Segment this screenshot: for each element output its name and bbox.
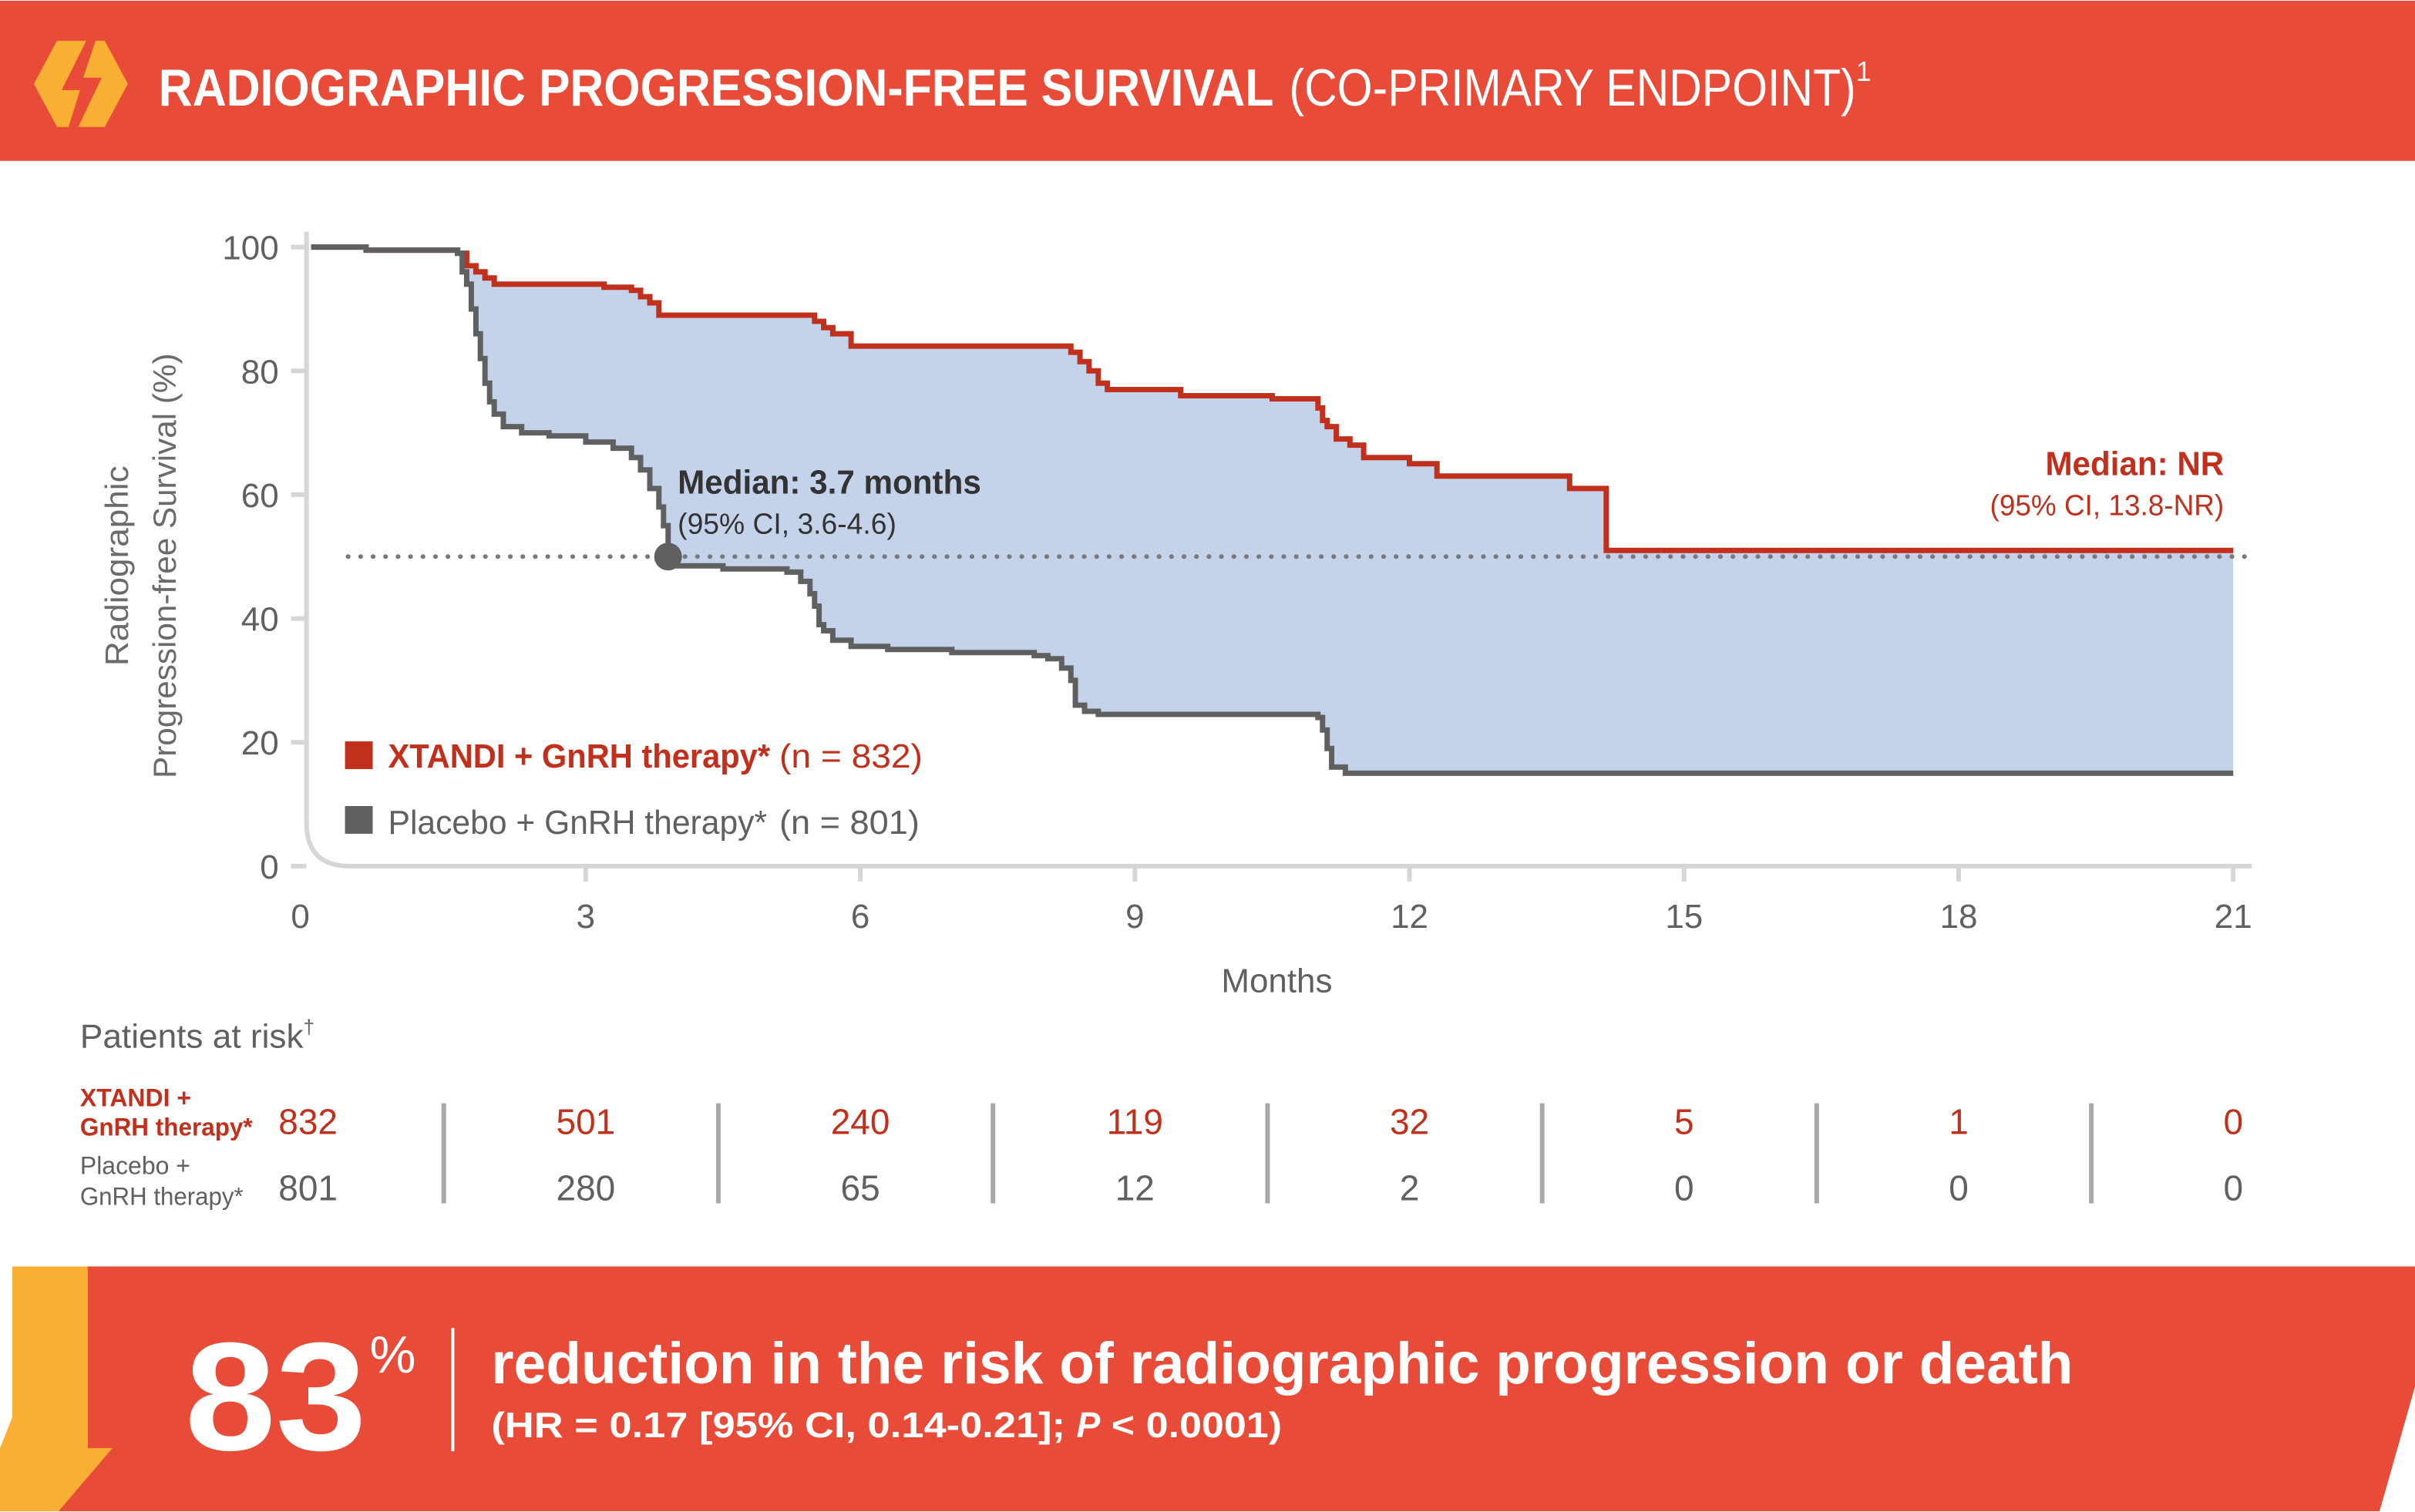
svg-text:Patients at risk†: Patients at risk† xyxy=(80,1016,314,1056)
y-tick-label: 40 xyxy=(241,601,279,639)
banner-percent: 83 xyxy=(185,1311,367,1483)
placebo-median-label: Median: 3.7 months xyxy=(678,463,981,501)
down-arrow-icon xyxy=(0,1266,113,1512)
banner-headline: reduction in the risk of radiographic pr… xyxy=(491,1331,2073,1396)
svg-text:XTANDI + GnRH therapy*(n = 832: XTANDI + GnRH therapy* (n = 832) xyxy=(388,738,923,775)
placebo-curve xyxy=(311,244,2234,776)
header: RADIOGRAPHIC PROGRESSION-FREE SURVIVAL (C… xyxy=(0,0,2415,161)
risk-cell: 0 xyxy=(1949,1168,1969,1208)
header-title-light: (CO-PRIMARY ENDPOINT) xyxy=(1289,59,1855,117)
risk-cell: 2 xyxy=(1400,1168,1420,1208)
lightning-bolt-hexagon-icon xyxy=(33,31,128,139)
x-tick-label: 15 xyxy=(1665,898,1703,936)
risk-table-sup: † xyxy=(304,1016,314,1039)
risk-cell: 65 xyxy=(841,1168,880,1208)
y-tick-label: 60 xyxy=(241,477,279,515)
svg-text:Placebo + GnRH therapy*(n = 80: Placebo + GnRH therapy* (n = 801) xyxy=(388,804,920,842)
banner-percent-sign: % xyxy=(370,1326,416,1384)
y-axis-label: Radiographic xyxy=(99,465,135,666)
x-tick-label: 12 xyxy=(1391,898,1428,936)
y-tick-label: 80 xyxy=(241,353,279,391)
placebo-median-ci: (95% CI, 3.6-4.6) xyxy=(678,508,896,540)
xtandi-median-label: Median: NR xyxy=(2045,445,2224,482)
x-tick-label: 0 xyxy=(291,898,309,936)
risk-row-label-xtandi-1: XTANDI + xyxy=(80,1084,191,1112)
placebo-median-marker xyxy=(654,543,682,571)
xtandi-median-ci: (95% CI, 13.8-NR) xyxy=(1990,489,2225,522)
x-tick-label: 6 xyxy=(851,898,869,936)
risk-table: Patients at risk† XTANDI + GnRH therapy*… xyxy=(80,1016,2243,1211)
banner-background xyxy=(18,1266,2415,1512)
risk-cell: 32 xyxy=(1390,1102,1429,1142)
risk-cell: 832 xyxy=(278,1102,338,1142)
y-tick-label: 0 xyxy=(260,848,278,886)
result-banner: 83% reduction in the risk of radiographi… xyxy=(0,1266,2415,1512)
legend-label-placebo: Placebo + GnRH therapy* xyxy=(388,804,768,842)
difference-fill-area xyxy=(457,250,2234,774)
risk-cell: 0 xyxy=(1674,1168,1694,1208)
axis-frame xyxy=(304,231,2252,869)
svg-text:RADIOGRAPHIC PROGRESSION-FREE: RADIOGRAPHIC PROGRESSION-FREE SURVIVAL (C… xyxy=(159,55,1872,117)
risk-cell: 801 xyxy=(278,1168,338,1208)
risk-row-label-placebo-1: Placebo + xyxy=(80,1151,190,1179)
legend-n-xtandi: (n = 832) xyxy=(779,738,923,775)
risk-cell: 5 xyxy=(1674,1102,1694,1142)
risk-row-label-placebo-2: GnRH therapy* xyxy=(80,1182,244,1210)
risk-table-title: Patients at risk xyxy=(80,1018,304,1056)
y-tick-label: 100 xyxy=(222,230,278,267)
x-tick-label: 9 xyxy=(1125,898,1144,936)
header-superscript: 1 xyxy=(1856,55,1872,87)
banner-stats: (HR = 0.17 [95% CI, 0.14-0.21]; xyxy=(491,1405,1076,1445)
y-axis-label-2: Progression-free Survival (%) xyxy=(146,354,183,778)
header-title-bold: RADIOGRAPHIC PROGRESSION-FREE SURVIVAL xyxy=(159,59,1274,117)
x-tick-label: 3 xyxy=(577,898,595,936)
header-bar xyxy=(0,0,2415,161)
legend: XTANDI + GnRH therapy* (n = 832) Placebo … xyxy=(345,738,923,842)
svg-text:83%: 83% xyxy=(185,1311,416,1483)
risk-cell: 280 xyxy=(557,1168,616,1208)
risk-cell: 1 xyxy=(1949,1102,1969,1142)
risk-cell: 0 xyxy=(2223,1168,2243,1208)
svg-text:(HR = 0.17 [95% CI, 0.14-0.21]: (HR = 0.17 [95% CI, 0.14-0.21]; P < 0.00… xyxy=(491,1405,1282,1445)
risk-cell: 240 xyxy=(831,1102,890,1142)
risk-cell: 501 xyxy=(557,1102,616,1142)
km-chart: 0 20 40 60 80 100 0 3 6 9 12 15 18 21 Radiographic P… xyxy=(99,230,2255,1000)
legend-swatch-placebo xyxy=(345,805,373,834)
x-tick-label: 21 xyxy=(2215,898,2252,936)
risk-row-label-xtandi-2: GnRH therapy* xyxy=(80,1114,253,1141)
x-axis-label: Months xyxy=(1221,963,1332,1000)
risk-cell: 0 xyxy=(2223,1102,2243,1142)
xtandi-curve xyxy=(311,244,2234,553)
legend-label-xtandi: XTANDI + GnRH therapy* xyxy=(388,738,771,775)
legend-swatch-xtandi xyxy=(345,741,373,769)
legend-item-placebo: Placebo + GnRH therapy* (n = 801) xyxy=(345,804,920,842)
risk-cell: 119 xyxy=(1107,1102,1163,1142)
x-tick-label: 18 xyxy=(1940,898,1978,936)
legend-item-xtandi: XTANDI + GnRH therapy* (n = 832) xyxy=(345,738,923,775)
banner-stats-p: P xyxy=(1077,1405,1101,1445)
risk-cell: 12 xyxy=(1115,1168,1155,1208)
y-tick-label: 20 xyxy=(241,724,279,762)
legend-n-placebo: (n = 801) xyxy=(779,804,920,842)
banner-stats-post: < 0.0001) xyxy=(1100,1405,1282,1445)
